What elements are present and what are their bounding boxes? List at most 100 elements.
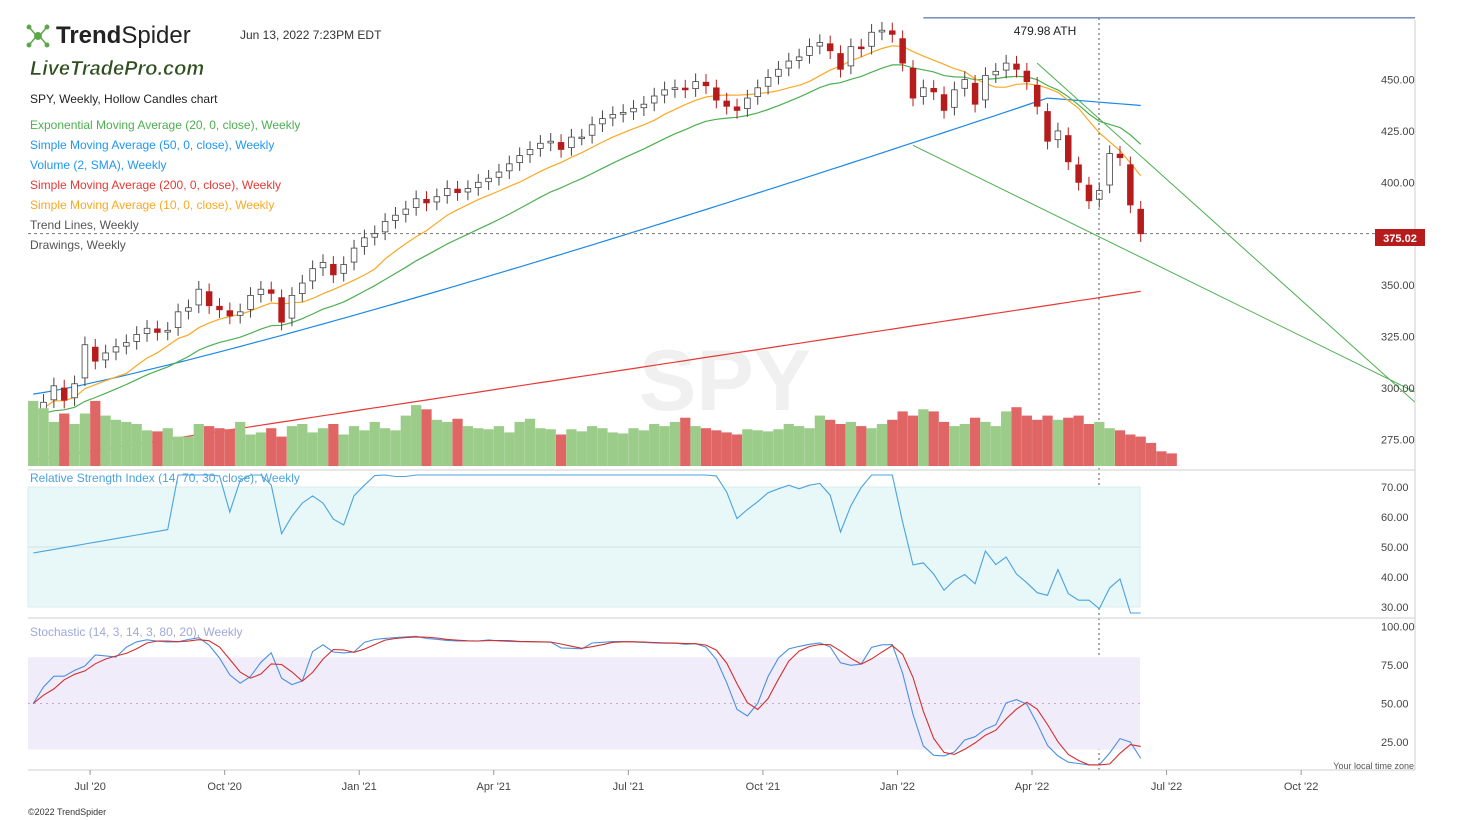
candle [454, 188, 461, 194]
chart-title: SPY, Weekly, Hollow Candles chart [30, 92, 218, 106]
candle [1085, 184, 1093, 202]
volume-bar [576, 431, 587, 466]
volume-bar [59, 413, 70, 466]
volume-bar [856, 426, 867, 466]
volume-bar [214, 428, 225, 466]
candle [226, 310, 234, 317]
candle [630, 107, 637, 113]
candle [133, 334, 140, 342]
volume-bar [752, 430, 763, 466]
copyright: ©2022 TrendSpider [28, 807, 106, 817]
volume-bar [835, 424, 846, 466]
candle [247, 294, 254, 310]
stoch-tick-label: 25.00 [1381, 737, 1409, 749]
candle [568, 136, 575, 148]
candle [671, 87, 679, 90]
volume-bar [1156, 451, 1167, 466]
legend-item: Exponential Moving Average (20, 0, close… [30, 118, 300, 132]
volume-bar [1094, 421, 1105, 466]
volume-bar [980, 421, 991, 466]
volume-bar [121, 421, 132, 466]
indicator-legend: Exponential Moving Average (20, 0, close… [30, 118, 300, 252]
candle [423, 198, 430, 204]
volume-bar [152, 431, 163, 466]
volume-bar [493, 426, 505, 466]
candle [951, 89, 958, 108]
volume-panel [28, 400, 1177, 466]
x-tick-label: Apr '21 [477, 781, 512, 793]
timezone-label[interactable]: Your local time zone [1333, 761, 1414, 771]
candle [547, 140, 554, 144]
price-tick-label: 450.00 [1381, 75, 1415, 87]
volume-bar [1145, 442, 1157, 466]
candle [1075, 164, 1082, 183]
volume-bar [255, 432, 267, 466]
candle [1106, 153, 1113, 186]
candle [1033, 84, 1041, 107]
candle [381, 220, 389, 233]
candle [889, 30, 896, 35]
volume-bar [1166, 453, 1177, 466]
volume-bar [762, 431, 774, 466]
volume-bar [421, 409, 432, 466]
sma10-line [32, 45, 1142, 416]
candle [475, 181, 482, 188]
candle [857, 46, 865, 50]
volume-bar [369, 421, 380, 466]
volume-bar [628, 428, 639, 466]
candle [350, 247, 358, 263]
volume-bar [1114, 430, 1126, 466]
candle [526, 149, 534, 156]
candle [982, 75, 989, 101]
volume-bar [1104, 428, 1115, 466]
candle [992, 70, 1000, 76]
candle [1044, 111, 1051, 142]
candle [506, 163, 513, 172]
volume-bar [38, 408, 49, 466]
price-tick-label: 275.00 [1381, 434, 1415, 446]
volume-bar [400, 415, 411, 466]
volume-bar [731, 434, 743, 466]
volume-bar [297, 424, 308, 466]
volume-bar [473, 428, 484, 466]
volume-bar [969, 417, 981, 466]
candle [1013, 63, 1020, 70]
volume-bar [1073, 415, 1084, 466]
candle [412, 198, 420, 208]
volume-bar [338, 434, 349, 466]
volume-bar [742, 429, 753, 466]
legend-item: Drawings, Weekly [30, 238, 126, 252]
candle [909, 67, 917, 99]
candle [361, 237, 368, 247]
stochastic-panel: 25.00 50.00 75.00 100.00 [28, 622, 1415, 766]
volume-bar [245, 434, 256, 466]
candle [267, 289, 275, 294]
candle [1137, 208, 1144, 235]
candle [878, 29, 886, 33]
x-tick-label: Oct '21 [746, 781, 781, 793]
volume-bar [555, 434, 567, 466]
volume-bar [411, 405, 422, 466]
candle [723, 100, 730, 107]
x-tick-label: Jul '20 [74, 781, 105, 793]
candle [60, 387, 68, 401]
volume-bar [359, 430, 370, 466]
candle [185, 307, 192, 312]
rsi-line [33, 474, 1141, 614]
candle [236, 311, 244, 316]
volume-bar [990, 426, 1001, 466]
candle [795, 56, 803, 61]
volume-bar [721, 432, 732, 466]
candle [537, 142, 544, 149]
candle [816, 42, 824, 47]
volume-bar [1063, 417, 1074, 466]
candle [485, 177, 492, 183]
svg-text:TrendSpider: TrendSpider [56, 22, 191, 49]
candle [123, 342, 130, 347]
price-tick-label: 400.00 [1381, 177, 1415, 189]
candle [847, 46, 855, 67]
candle [154, 328, 161, 333]
rsi-tick-label: 30.00 [1381, 602, 1409, 614]
candle [402, 208, 410, 215]
